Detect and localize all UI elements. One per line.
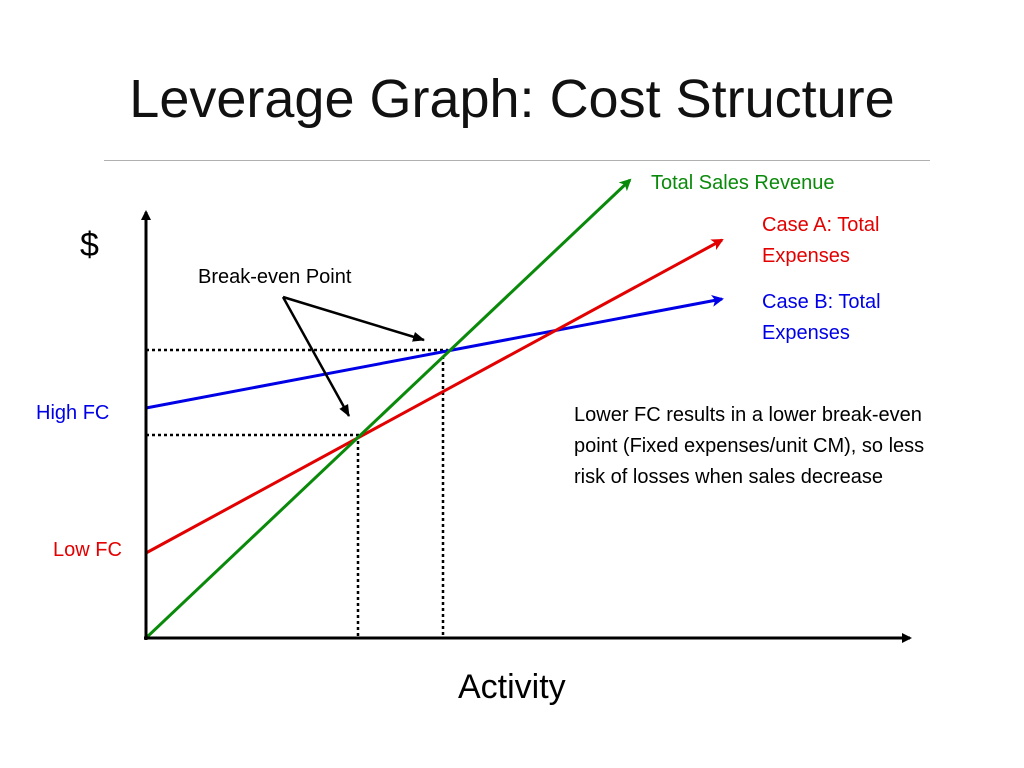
low-fc-label: Low FC (53, 539, 122, 561)
case-b-expenses-line (145, 294, 724, 410)
break-even-arrow-b (282, 295, 425, 342)
title-divider (104, 160, 930, 161)
total-sales-revenue-line (144, 178, 632, 640)
explanation-note: Lower FC results in a lower break-even p… (574, 404, 925, 488)
break-even-arrow-a (281, 296, 351, 417)
legend-case-b-expenses: Case B: Total Expenses (762, 291, 881, 344)
break-even-annotation: Break-even Point (198, 266, 352, 288)
x-axis-label: Activity (458, 668, 566, 706)
legend-case-a-expenses: Case A: Total Expenses (762, 214, 880, 267)
legend-total-sales-revenue: Total Sales Revenue (651, 172, 835, 194)
y-axis-label: $ (80, 226, 99, 264)
slide-title: Leverage Graph: Cost Structure (129, 69, 895, 129)
case-a-expenses-line (145, 238, 724, 555)
high-fc-label: High FC (36, 402, 110, 424)
